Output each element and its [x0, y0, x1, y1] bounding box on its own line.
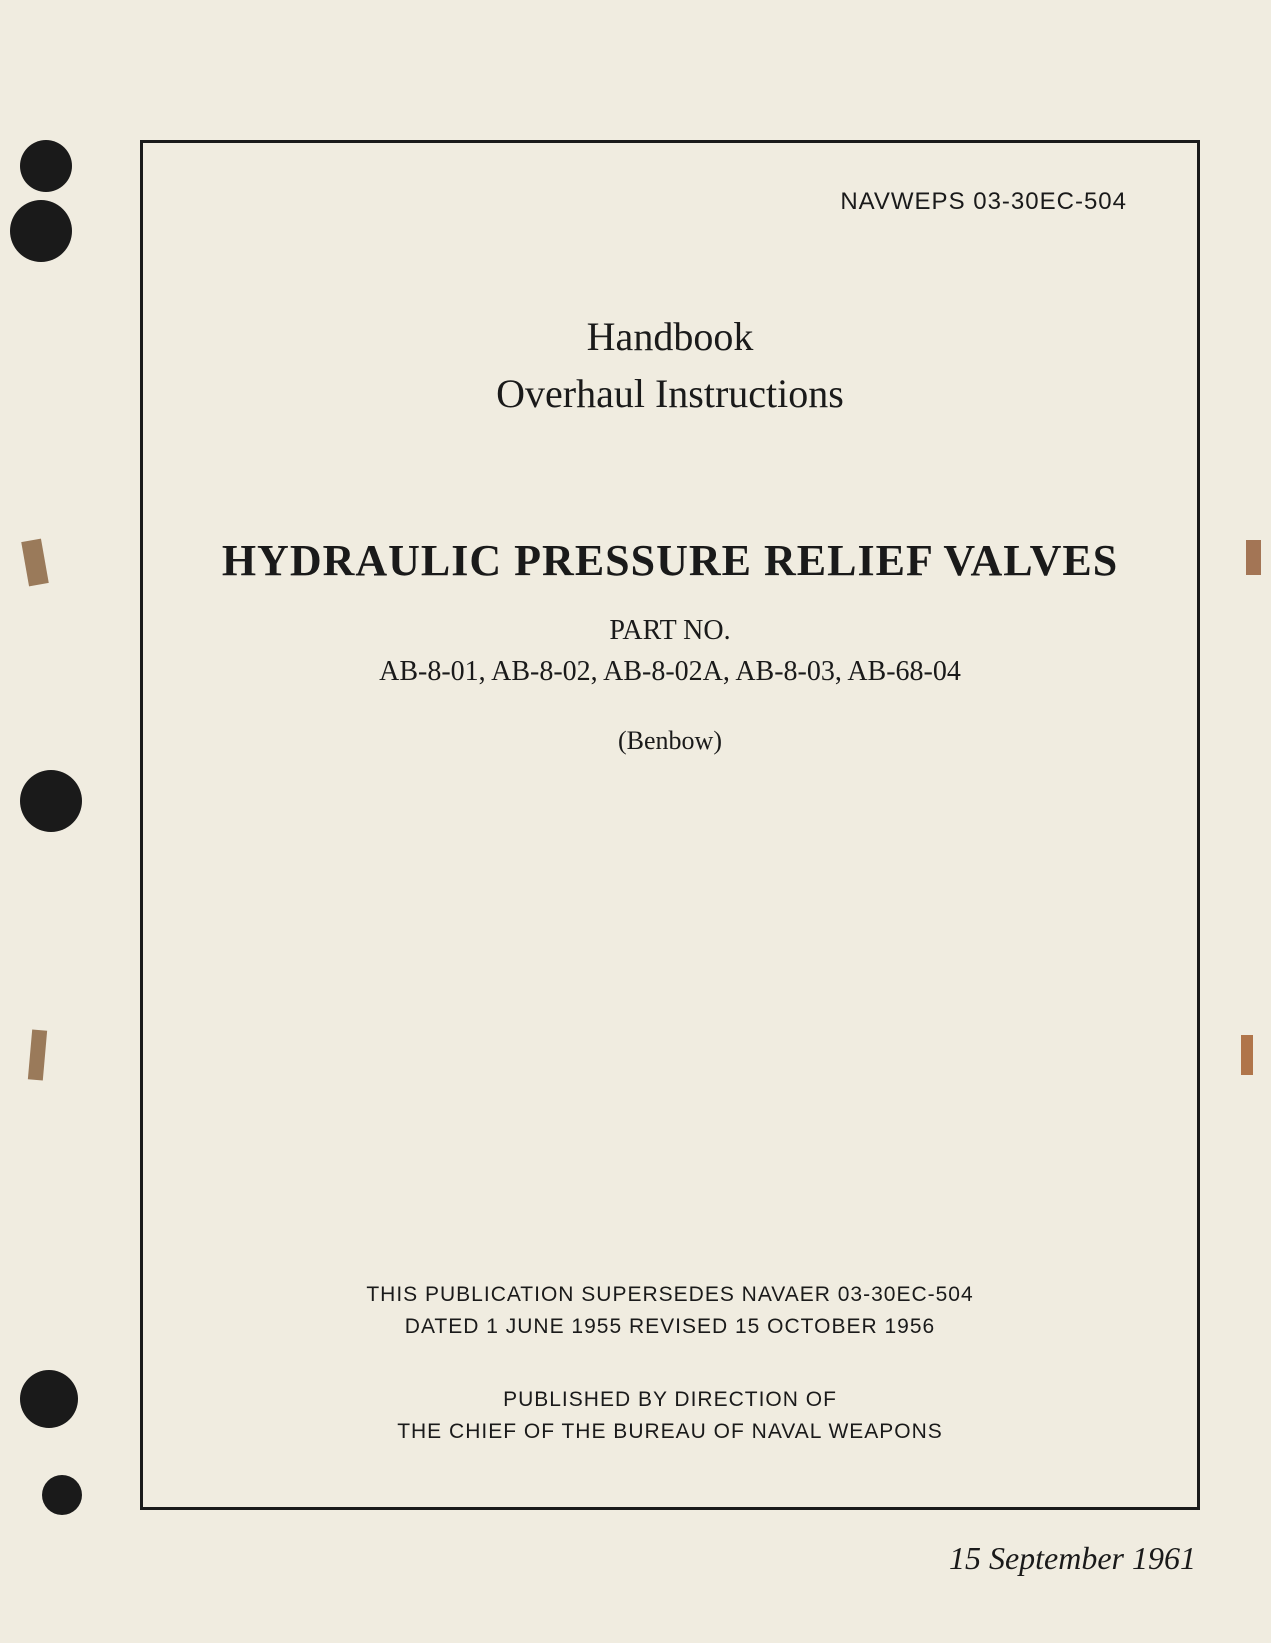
handbook-heading: Handbook Overhaul Instructions — [203, 311, 1137, 420]
part-number-label: PART NO. — [203, 611, 1137, 650]
published-line2: THE CHIEF OF THE BUREAU OF NAVAL WEAPONS — [143, 1416, 1197, 1448]
overhaul-label: Overhaul Instructions — [203, 368, 1137, 420]
page-wear-mark — [1241, 1035, 1253, 1075]
punch-hole — [20, 1370, 78, 1428]
supersedes-line1: THIS PUBLICATION SUPERSEDES NAVAER 03-30… — [143, 1279, 1197, 1311]
part-number-section: PART NO. AB-8-01, AB-8-02, AB-8-02A, AB-… — [203, 611, 1137, 691]
part-numbers-list: AB-8-01, AB-8-02, AB-8-02A, AB-8-03, AB-… — [203, 652, 1137, 691]
document-title: HYDRAULIC PRESSURE RELIEF VALVES — [203, 535, 1137, 586]
page-wear-mark — [1246, 540, 1261, 575]
handbook-label: Handbook — [203, 311, 1137, 363]
punch-hole — [20, 770, 82, 832]
punch-hole — [10, 200, 72, 262]
punch-hole — [42, 1475, 82, 1515]
manufacturer-name: (Benbow) — [203, 726, 1137, 756]
punch-hole — [20, 140, 72, 192]
published-line1: PUBLISHED BY DIRECTION OF — [143, 1384, 1197, 1416]
punch-holes — [0, 0, 100, 1643]
document-frame: NAVWEPS 03-30EC-504 Handbook Overhaul In… — [140, 140, 1200, 1510]
supersedes-notice: THIS PUBLICATION SUPERSEDES NAVAER 03-30… — [143, 1279, 1197, 1342]
document-number: NAVWEPS 03-30EC-504 — [203, 188, 1127, 216]
supersedes-line2: DATED 1 JUNE 1955 REVISED 15 OCTOBER 195… — [143, 1311, 1197, 1343]
publisher-notice: PUBLISHED BY DIRECTION OF THE CHIEF OF T… — [143, 1384, 1197, 1447]
publication-date: 15 September 1961 — [949, 1540, 1196, 1577]
